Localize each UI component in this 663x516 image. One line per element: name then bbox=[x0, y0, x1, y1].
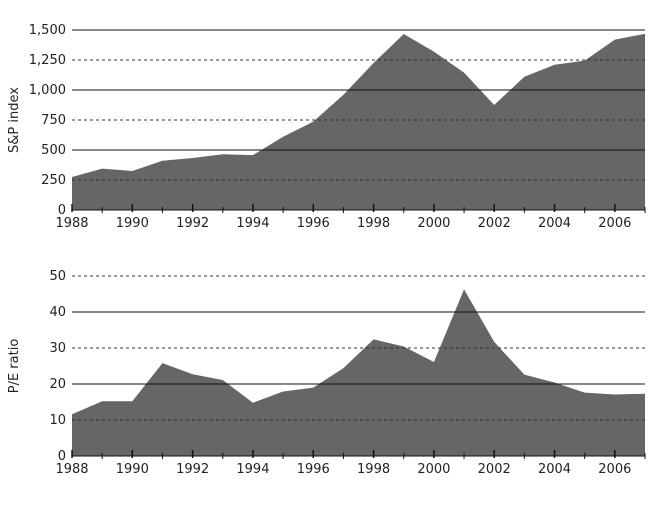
x-tick-label: 1998 bbox=[357, 216, 390, 231]
y-tick-label: 50 bbox=[49, 269, 66, 284]
y-tick-label: 750 bbox=[41, 113, 66, 128]
x-tick-label: 1992 bbox=[176, 216, 209, 231]
y-tick-label: 250 bbox=[41, 173, 66, 188]
x-tick-label: 1990 bbox=[116, 216, 149, 231]
y-tick-label: 30 bbox=[49, 341, 66, 356]
y-tick-label: 0 bbox=[58, 449, 66, 464]
x-tick-label: 1998 bbox=[357, 462, 390, 477]
x-tick-label: 2006 bbox=[598, 462, 631, 477]
y-tick-label: 500 bbox=[41, 143, 66, 158]
chart-panel-1: 0 250 500 750 1,000 1,250 1,500 1988 1990 1992 199… bbox=[7, 23, 646, 231]
area-series bbox=[72, 33, 645, 211]
y-tick-label: 20 bbox=[49, 377, 66, 392]
x-tick-label: 2002 bbox=[478, 462, 511, 477]
y-tick-label: 1,250 bbox=[29, 53, 66, 68]
x-tick-label: 1988 bbox=[55, 462, 88, 477]
y-tick-label: 10 bbox=[49, 413, 66, 428]
area-series bbox=[72, 289, 645, 456]
x-tick-label: 1994 bbox=[236, 216, 269, 231]
y-tick-label: 0 bbox=[58, 203, 66, 218]
y-tick-label: 1,000 bbox=[29, 83, 66, 98]
x-tick-label: 1996 bbox=[297, 216, 330, 231]
y-tick-label: 40 bbox=[49, 305, 66, 320]
x-tick-label: 1994 bbox=[236, 462, 269, 477]
x-tick-label: 2000 bbox=[417, 462, 450, 477]
x-tick-label: 2000 bbox=[417, 216, 450, 231]
x-tick-label: 1996 bbox=[297, 462, 330, 477]
x-tick-label: 1990 bbox=[116, 462, 149, 477]
x-tick-label: 2004 bbox=[538, 216, 571, 231]
y-axis-label: P/E ratio bbox=[7, 339, 22, 394]
y-axis-label: S&P index bbox=[7, 87, 22, 153]
x-tick-label: 1992 bbox=[176, 462, 209, 477]
x-tick-label: 2004 bbox=[538, 462, 571, 477]
chart-panel-2: 0 10 20 30 40 50 1988 1990 1992 1994 1996 1998 2000 2… bbox=[7, 269, 646, 477]
x-tick-label: 1988 bbox=[55, 216, 88, 231]
y-tick-label: 1,500 bbox=[29, 23, 66, 38]
x-tick-label: 2006 bbox=[598, 216, 631, 231]
x-tick-label: 2002 bbox=[478, 216, 511, 231]
